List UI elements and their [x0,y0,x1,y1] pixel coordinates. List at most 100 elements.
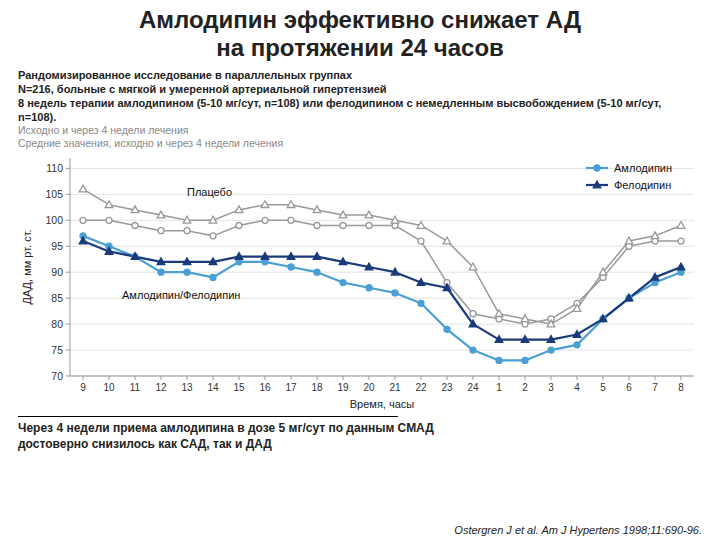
x-tick [109,376,110,380]
marker [158,269,164,275]
x-tick-label: 14 [207,382,219,393]
marker [314,269,320,275]
marker [418,300,424,306]
x-tick-label: 9 [80,382,86,393]
x-tick-label: 8 [678,382,684,393]
plot-area [79,185,685,363]
x-tick [239,376,240,380]
marker [288,217,294,223]
marker [677,263,685,270]
marker [288,264,294,270]
x-tick-label: 20 [363,382,375,393]
x-tick-label: 1 [496,382,502,393]
marker [600,316,606,322]
annotation: Амлодипин/Фелодипин [122,289,240,301]
y-tick [66,350,70,351]
marker [470,311,476,317]
x-tick [265,376,266,380]
marker [443,237,451,244]
x-tick-label: 10 [103,382,115,393]
marker [651,232,659,239]
marker [574,342,580,348]
marker [131,206,139,213]
marker [80,217,86,223]
y-tick [66,272,70,273]
x-tick [525,376,526,380]
marker [314,222,320,228]
marker [677,221,685,228]
x-tick [161,376,162,380]
marker [105,247,113,254]
marker [261,201,269,208]
x-tick [343,376,344,380]
y-tick-label: 70 [51,370,63,382]
x-tick [421,376,422,380]
marker [417,221,425,228]
marker [236,222,242,228]
marker [626,295,632,301]
grid-line [70,350,694,351]
title: Амлодипин эффективно снижает АД [18,6,702,34]
marker [366,222,372,228]
y-tick-label: 100 [45,214,63,226]
marker [340,222,346,228]
x-tick-label: 17 [285,382,297,393]
subtitle: 8 недель терапии амлодипином (5-10 мг/су… [18,96,702,124]
marker [184,269,190,275]
marker [391,216,399,223]
x-tick [655,376,656,380]
marker [625,237,633,244]
grid-line [70,324,694,325]
marker [105,201,113,208]
y-tick-label: 105 [45,188,63,200]
title: на протяжении 24 часов [18,34,702,62]
marker [495,310,503,317]
marker [417,279,425,286]
x-tick-label: 13 [181,382,193,393]
marker [625,294,633,301]
y-tick-label: 75 [51,344,63,356]
x-axis-label: Время, часы [350,398,415,410]
marker [599,268,607,275]
marker [287,253,295,260]
marker [392,290,398,296]
marker [235,206,243,213]
grid-line [70,376,694,377]
y-tick-label: 80 [51,318,63,330]
legend: АмлодипинФелодипин [586,162,672,191]
x-tick-label: 12 [155,382,167,393]
y-tick [66,298,70,299]
marker [261,253,269,260]
y-tick [66,376,70,377]
chart: 7075808590951001051109101112131415161718… [18,152,702,414]
x-tick-label: 7 [652,382,658,393]
x-tick [83,376,84,380]
marker [573,330,581,337]
page: Амлодипин эффективно снижает АДна протяж… [0,0,720,540]
x-axis [70,376,694,377]
subtitle: N=216, больные с мягкой и умеренной арте… [18,82,702,96]
x-tick-label: 22 [415,382,427,393]
marker [183,258,191,265]
legend-label: Фелодипин [614,179,671,191]
x-tick-label: 6 [626,382,632,393]
y-tick-label: 85 [51,292,63,304]
x-tick-label: 15 [233,382,245,393]
marker [262,217,268,223]
subtitle: Средние значения, исходно и через 4 неде… [18,137,702,150]
x-tick [135,376,136,380]
x-tick [395,376,396,380]
marker [573,305,581,312]
subtitles: Рандомизированное исследование в паралле… [18,68,702,150]
marker [651,273,659,280]
marker [158,228,164,234]
x-tick-label: 19 [337,382,349,393]
x-tick-label: 11 [130,382,141,393]
marker [210,233,216,239]
x-tick-label: 2 [522,382,528,393]
marker [184,228,190,234]
y-tick [66,220,70,221]
marker [157,258,165,265]
marker [496,357,502,363]
marker [548,347,554,353]
